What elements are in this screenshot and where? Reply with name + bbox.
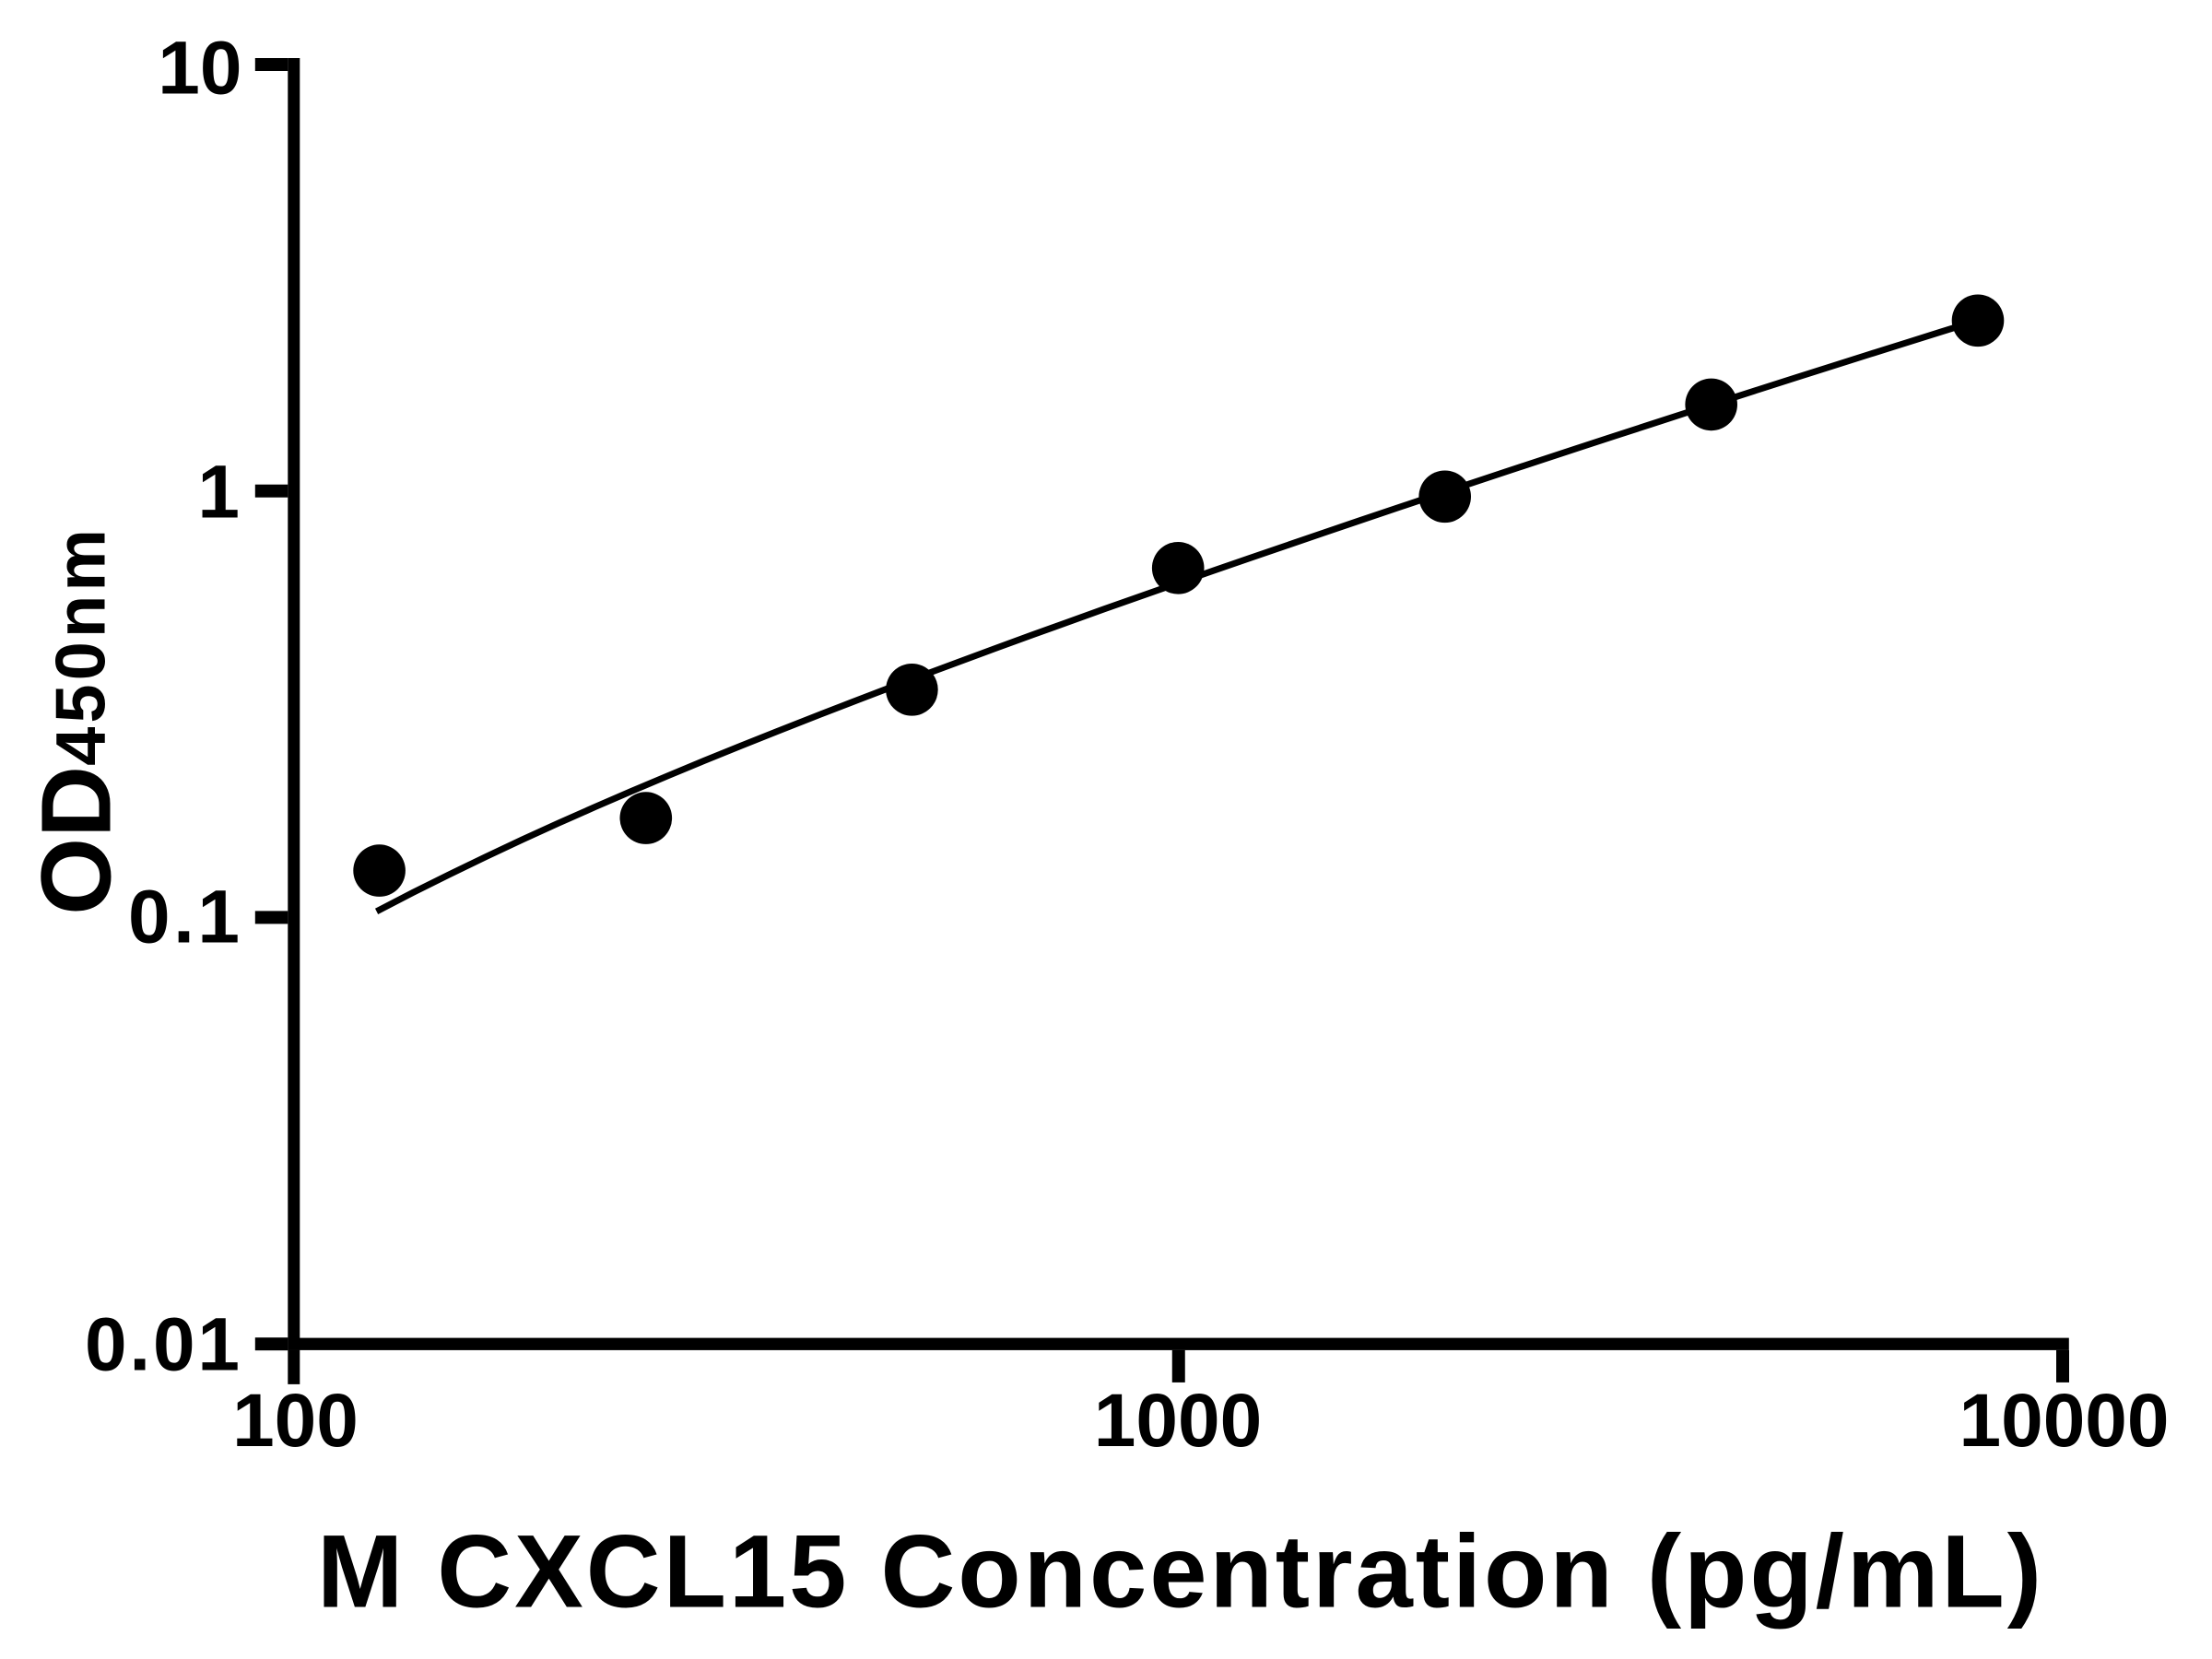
svg-text:M CXCL15 Concentration (pg/mL): M CXCL15 Concentration (pg/mL) — [317, 1514, 2041, 1630]
svg-text:10000: 10000 — [1959, 1379, 2169, 1463]
svg-text:0.01: 0.01 — [85, 1303, 240, 1387]
svg-text:10: 10 — [158, 27, 241, 111]
svg-text:1000: 1000 — [1094, 1379, 1262, 1463]
svg-text:0.1: 0.1 — [128, 876, 240, 959]
svg-text:1: 1 — [197, 451, 240, 535]
svg-text:OD450nm: OD450nm — [20, 525, 132, 915]
svg-text:100: 100 — [232, 1379, 359, 1463]
